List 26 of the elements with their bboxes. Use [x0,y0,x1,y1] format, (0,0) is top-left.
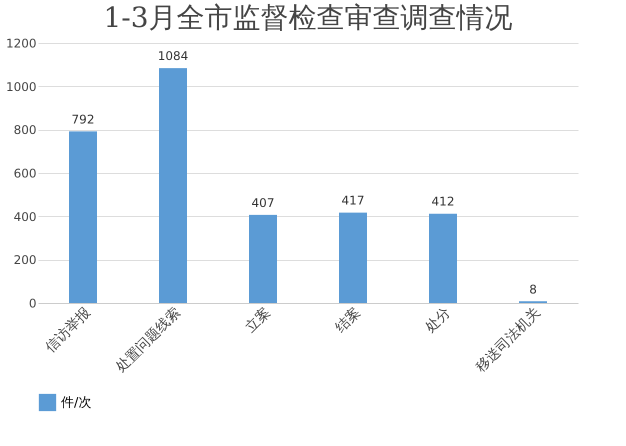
x-tick-label: 立案 [242,304,274,336]
bar [429,214,457,303]
data-label: 8 [529,282,537,296]
data-label: 417 [342,194,364,208]
data-label: 407 [252,196,274,210]
legend-label: 件/次 [61,396,92,410]
x-tick-label: 处置问题线索 [112,304,184,376]
y-tick-label: 400 [14,210,36,224]
chart-title: 1-3月全市监督检查审查调查情况 [103,1,513,34]
bar [339,212,367,303]
x-tick-label: 处分 [422,304,454,336]
y-tick-label: 1000 [6,80,36,94]
x-tick-label: 移送司法机关 [472,304,544,376]
data-label: 412 [432,194,454,209]
bar [159,68,187,303]
x-tick-label: 信访举报 [42,304,94,356]
bar [69,131,97,303]
y-tick-label: 600 [14,166,36,180]
y-tick-label: 200 [14,253,36,268]
y-tick-label: 800 [14,123,36,138]
bar [249,214,277,303]
data-label: 1084 [158,49,188,64]
x-tick-label: 结案 [332,304,364,336]
y-tick-label: 0 [28,296,36,310]
data-label: 792 [72,112,94,126]
y-tick-label: 1200 [6,36,36,50]
